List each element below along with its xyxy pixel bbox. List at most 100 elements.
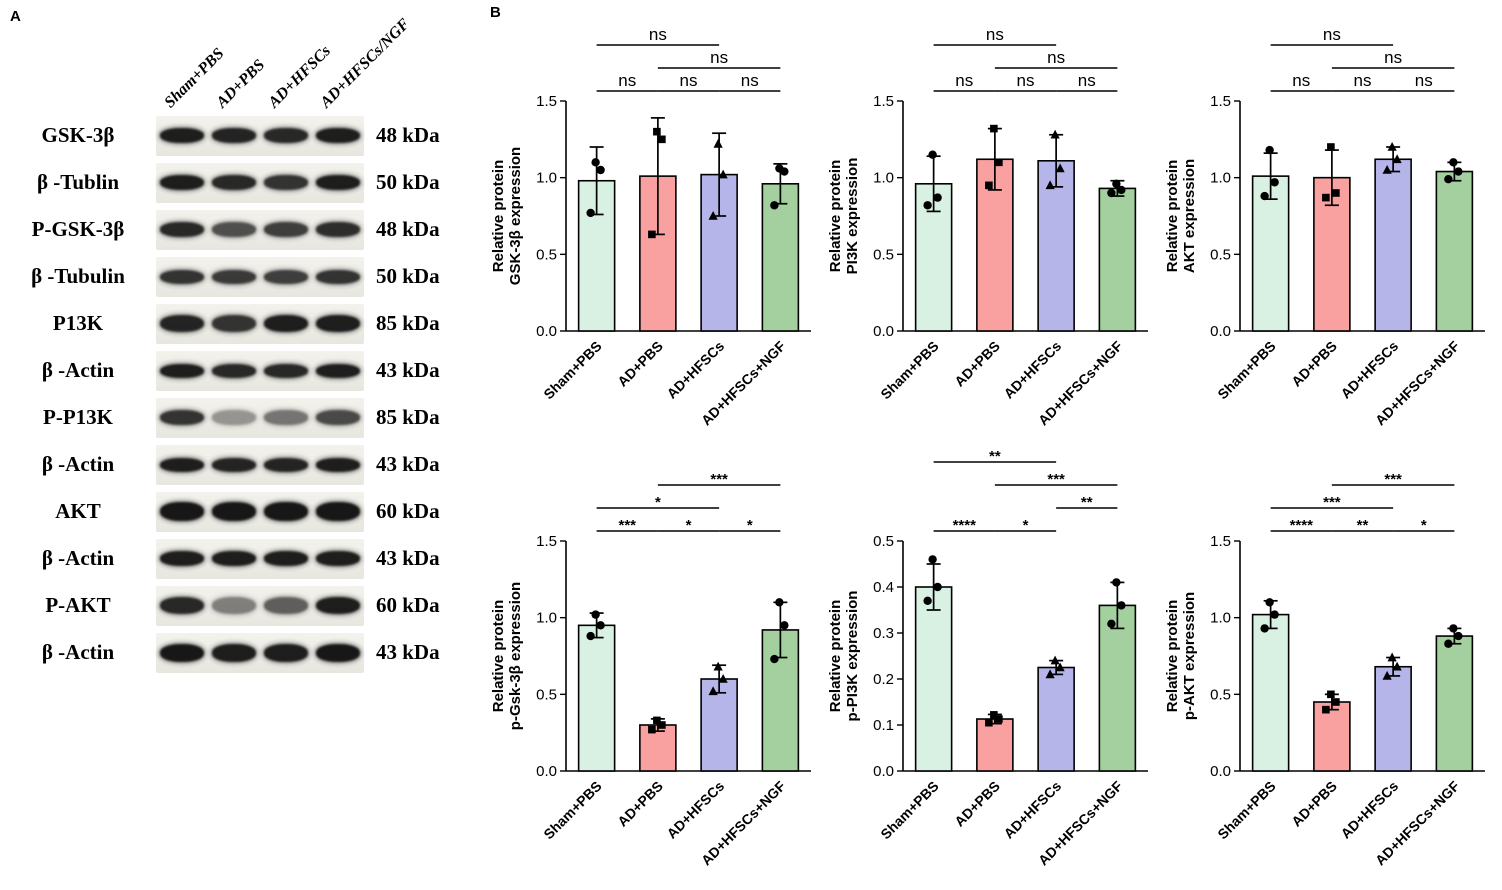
blot-band [264, 128, 308, 143]
data-point [1322, 705, 1330, 714]
data-point [933, 582, 942, 592]
blot-band [160, 315, 204, 332]
y-tick-label: 0.2 [873, 671, 894, 688]
blot-band [212, 597, 256, 614]
blot-strip [156, 585, 364, 626]
sig-label: ns [1323, 25, 1341, 44]
chart-p-pi3k: 0.0 0.1 0.2 0.3 0.4 0.5 Relative proteinp-PI3K… [827, 448, 1148, 868]
protein-label: P-GSK-3β [31, 217, 125, 241]
y-tick-label: 1.5 [873, 93, 894, 110]
bar-AD+HFSCs+NGF [1435, 635, 1474, 772]
bar-AD+HFSCs [1374, 665, 1412, 772]
y-tick-label: 0.0 [536, 323, 557, 340]
panel-b-label: B [490, 4, 501, 21]
blot-band [316, 551, 360, 566]
data-point [1055, 163, 1065, 173]
protein-label: β -Tubulin [31, 264, 125, 288]
sig-label: * [747, 517, 753, 534]
data-point [1392, 661, 1402, 671]
data-point [1260, 624, 1269, 633]
data-point [1117, 601, 1126, 610]
data-point [1117, 185, 1126, 195]
y-tick-label: 1.5 [536, 533, 557, 550]
data-point [990, 711, 998, 719]
data-point [596, 621, 605, 630]
y-tick-label: 0.5 [873, 246, 894, 263]
blot-band [264, 410, 308, 425]
blot-band [160, 363, 204, 378]
y-tick-label: 1.5 [1210, 533, 1231, 550]
blot-band [264, 502, 308, 521]
blot-band [316, 222, 360, 237]
blot-band [264, 269, 308, 284]
protein-label: β -Tublin [36, 170, 120, 194]
data-point [1382, 165, 1392, 174]
y-tick-label: 0.0 [536, 763, 557, 780]
sig-label: ** [989, 448, 1001, 465]
y-tick-label: 1.0 [1210, 170, 1231, 187]
protein-label: P13K [52, 311, 104, 335]
bar-Sham+PBS [1251, 175, 1290, 332]
blot-band [316, 128, 360, 143]
protein-label: β -Actin [41, 546, 115, 570]
svg-text:Relative proteinp-PI3K express: Relative proteinp-PI3K expression [827, 591, 861, 722]
data-point [1265, 598, 1274, 607]
panel-b-charts-grid: 0.0 0.5 1.0 1.5 Relative proteinGSK-3β expre… [486, 6, 1497, 886]
blot-band [160, 269, 204, 284]
y-tick-label: 1.0 [536, 170, 557, 187]
blot-band [212, 363, 256, 378]
panel-a-label: A [10, 8, 21, 25]
x-category-label: AD+HFSCs [1337, 778, 1401, 842]
bar-AD+PBS [976, 718, 1014, 772]
sig-label: ns [1292, 71, 1310, 90]
data-point [1449, 624, 1458, 633]
data-point [1454, 631, 1463, 641]
blot-band [316, 643, 360, 662]
x-category-label: AD+PBS [614, 778, 666, 830]
protein-label: β -Actin [41, 358, 115, 382]
blot-band [264, 457, 308, 472]
bar-AD+HFSCs+NGF [1098, 604, 1137, 772]
blot-strip [156, 397, 364, 438]
data-point [1327, 690, 1335, 699]
data-point [586, 631, 595, 641]
blot-strip [156, 350, 364, 391]
data-point [985, 181, 993, 190]
data-point [1265, 145, 1274, 155]
blot-band [212, 269, 256, 284]
sig-label: ns [1384, 48, 1402, 67]
y-tick-label: 0.0 [873, 323, 894, 340]
data-point [591, 158, 600, 167]
blot-band [212, 457, 256, 472]
kda-label: 43 kDa [376, 546, 440, 570]
svg-text:Relative proteinGSK-3β express: Relative proteinGSK-3β expression [490, 147, 524, 285]
chart-gsk3b-total: 0.0 0.5 1.0 1.5 Relative proteinGSK-3β expre… [490, 25, 811, 428]
bar-Sham+PBS [1251, 613, 1290, 772]
y-tick-label: 0.1 [873, 717, 894, 734]
blot-row: β -Actin 43 kDa [8, 441, 482, 488]
x-category-label: AD+PBS [951, 778, 1003, 830]
x-category-label: AD+PBS [951, 338, 1003, 390]
data-point [1382, 670, 1392, 680]
data-point [648, 725, 656, 734]
blot-row: P-GSK-3β 48 kDa [8, 206, 482, 253]
blot-strip [156, 444, 364, 485]
blot-row: P-P13K 85 kDa [8, 394, 482, 441]
blot-row: P-AKT 60 kDa [8, 582, 482, 629]
y-tick-label: 0.5 [1210, 686, 1231, 703]
bar-AD+PBS [1313, 701, 1351, 772]
sig-label: ns [1047, 48, 1065, 67]
svg-text:Relative proteinp-Gsk-3β expre: Relative proteinp-Gsk-3β expression [490, 582, 524, 730]
y-axis-title: Relative proteinGSK-3β expression [490, 147, 524, 285]
data-point [995, 158, 1003, 167]
sig-label: ns [710, 48, 728, 67]
y-axis-title: Relative proteinAKT expression [1164, 159, 1198, 273]
bar-AD+HFSCs+NGF [761, 183, 800, 332]
blot-row: β -Actin 43 kDa [8, 347, 482, 394]
blot-band [316, 175, 360, 190]
blot-strip [156, 303, 364, 344]
y-tick-label: 1.0 [536, 610, 557, 627]
bar-AD+HFSCs [1037, 160, 1075, 332]
blot-strip [156, 538, 364, 579]
